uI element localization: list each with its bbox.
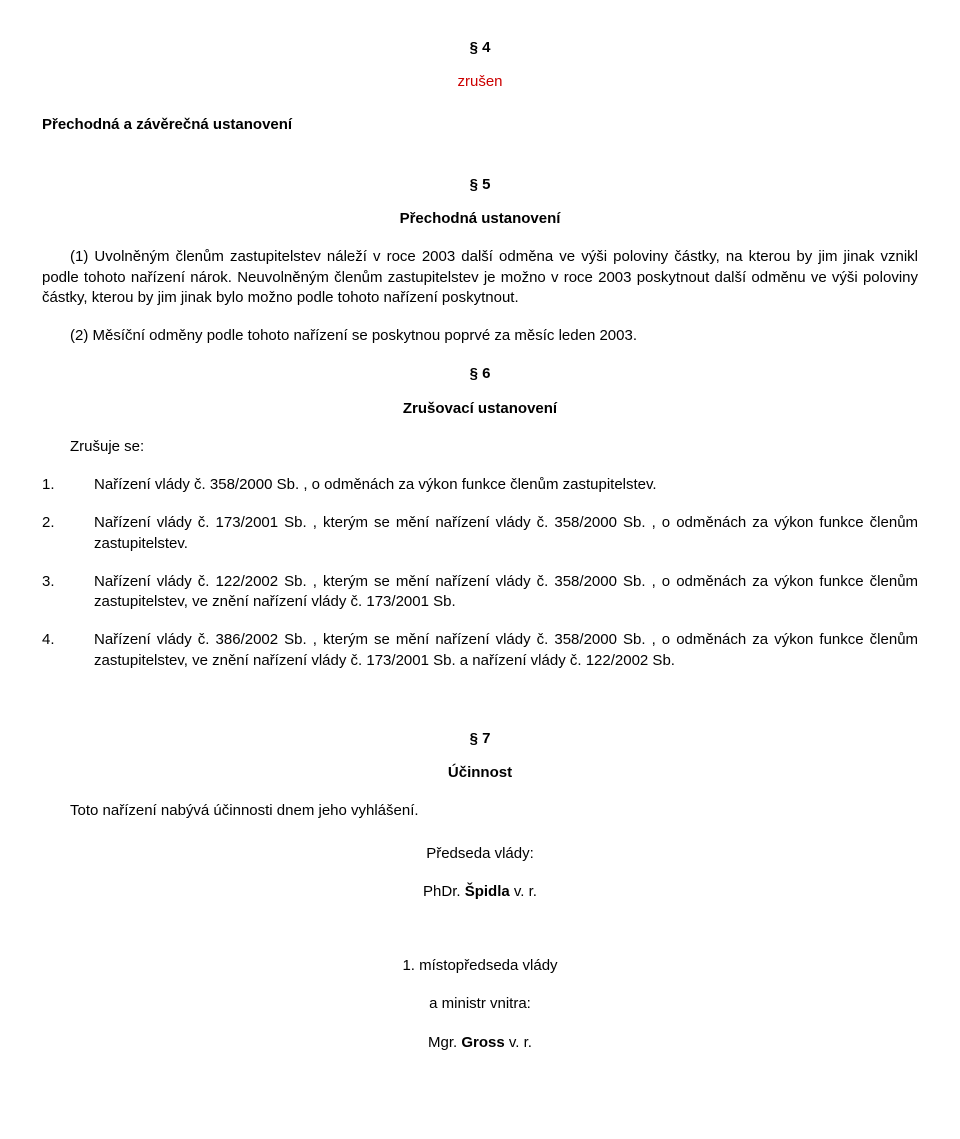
section-5-number: § 5 [42, 175, 918, 195]
sig-name-bold: Gross [461, 1034, 504, 1051]
regulation-ref: 173/2001 Sb. [366, 652, 455, 669]
pm-label: Předseda vlády: [42, 844, 918, 864]
section-5-para-2: (2) Měsíční odměny podle tohoto nařízení… [42, 326, 918, 346]
regulation-ref: 358/2000 Sb. [554, 631, 645, 648]
section-5-para-1: (1) Uvolněným členům zastupitelstev nále… [42, 247, 918, 308]
sig-name-bold: Špidla [465, 883, 510, 900]
section-7-number: § 7 [42, 729, 918, 749]
text-fragment: , kterým se mění nařízení vlády č. [313, 573, 549, 590]
text-fragment: , kterým se mění nařízení vlády č. [313, 514, 549, 531]
text-fragment: Nařízení vlády č. [94, 476, 206, 493]
regulation-ref: 358/2000 Sb. [210, 476, 299, 493]
list-number: 1. [42, 475, 94, 495]
sig-prefix: Mgr. [428, 1034, 457, 1051]
regulation-ref: 173/2001 Sb. [366, 593, 455, 610]
deputy-label: 1. místopředseda vlády [42, 956, 918, 976]
regulation-ref: 173/2001 Sb. [216, 514, 307, 531]
signature-block: Předseda vlády: PhDr. Špidla v. r. 1. mí… [42, 844, 918, 1053]
sig-prefix: PhDr. [423, 883, 461, 900]
minister-name: Mgr. Gross v. r. [42, 1033, 918, 1053]
list-text: Nařízení vlády č. 173/2001 Sb. , kterým … [94, 513, 918, 554]
list-number: 4. [42, 630, 94, 671]
sig-suffix: v. r. [509, 1034, 532, 1051]
section-4-status: zrušen [42, 72, 918, 92]
list-text: Nařízení vlády č. 386/2002 Sb. , kterým … [94, 630, 918, 671]
text-fragment: , kterým se mění nařízení vlády č. [313, 631, 549, 648]
transitional-final-heading: Přechodná a závěrečná ustanovení [42, 115, 918, 135]
list-text: Nařízení vlády č. 122/2002 Sb. , kterým … [94, 572, 918, 613]
text-fragment: Nařízení vlády č. [94, 514, 209, 531]
sig-suffix: v. r. [514, 883, 537, 900]
regulation-ref: 386/2002 Sb. [216, 631, 307, 648]
repeal-item-3: 3. Nařízení vlády č. 122/2002 Sb. , kter… [42, 572, 918, 613]
repeal-item-4: 4. Nařízení vlády č. 386/2002 Sb. , kter… [42, 630, 918, 671]
section-5-title: Přechodná ustanovení [42, 209, 918, 229]
regulation-ref: 122/2002 Sb. [216, 573, 307, 590]
section-7-title: Účinnost [42, 763, 918, 783]
section-6-title: Zrušovací ustanovení [42, 399, 918, 419]
repeal-item-1: 1. Nařízení vlády č. 358/2000 Sb. , o od… [42, 475, 918, 495]
text-fragment: , o odměnách za výkon funkce členům zast… [303, 476, 656, 493]
list-number: 2. [42, 513, 94, 554]
pm-name: PhDr. Špidla v. r. [42, 882, 918, 902]
section-6-intro: Zrušuje se: [42, 437, 918, 457]
section-7-para: Toto nařízení nabývá účinnosti dnem jeho… [42, 801, 918, 821]
section-6-number: § 6 [42, 364, 918, 384]
list-number: 3. [42, 572, 94, 613]
minister-label: a ministr vnitra: [42, 994, 918, 1014]
text-fragment: a nařízení vlády č. [460, 652, 582, 669]
repeal-list: 1. Nařízení vlády č. 358/2000 Sb. , o od… [42, 475, 918, 671]
regulation-ref: 358/2000 Sb. [554, 514, 645, 531]
text-fragment: Nařízení vlády č. [94, 573, 209, 590]
repeal-item-2: 2. Nařízení vlády č. 173/2001 Sb. , kter… [42, 513, 918, 554]
list-text: Nařízení vlády č. 358/2000 Sb. , o odměn… [94, 475, 918, 495]
text-fragment: Nařízení vlády č. [94, 631, 209, 648]
regulation-ref: 122/2002 Sb. [586, 652, 675, 669]
section-4-number: § 4 [42, 38, 918, 58]
regulation-ref: 358/2000 Sb. [554, 573, 645, 590]
